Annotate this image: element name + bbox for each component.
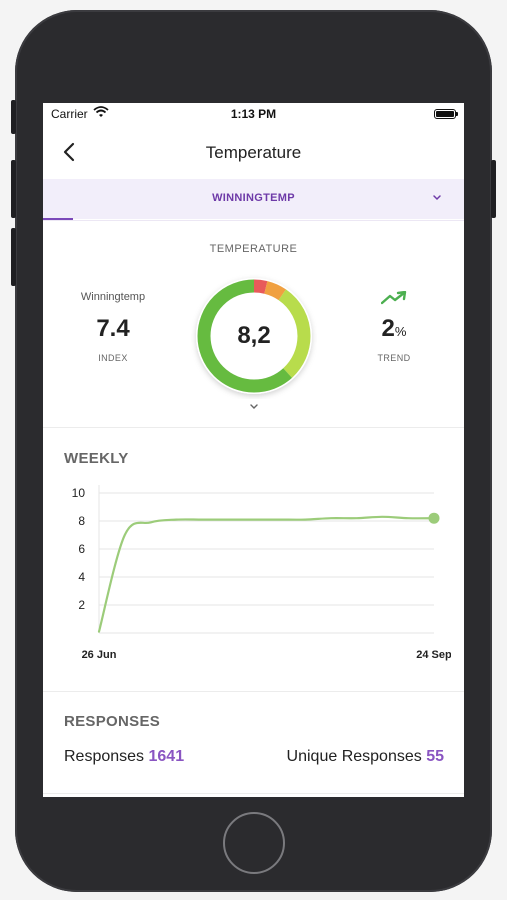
expand-chevron-icon[interactable] <box>247 402 261 412</box>
home-button[interactable] <box>223 812 285 874</box>
responses-row: Responses 1641 Unique Responses 55 <box>64 748 444 772</box>
mute-switch <box>11 100 16 134</box>
temperature-section-label: TEMPERATURE <box>209 243 298 255</box>
trend-label-bottom: TREND <box>377 353 411 363</box>
tab-divider <box>43 220 464 221</box>
trend-unit: % <box>394 324 407 339</box>
navigation-bar: Temperature <box>43 125 464 179</box>
responses-title: RESPONSES <box>64 713 161 730</box>
index-value: 7.4 <box>96 315 130 342</box>
battery-icon <box>434 109 458 119</box>
index-label-top: Winningtemp <box>80 291 146 303</box>
y-tick-label: 6 <box>78 542 85 556</box>
y-tick-label: 2 <box>78 598 85 612</box>
trend-up-icon <box>381 291 407 305</box>
temperature-gauge <box>196 278 312 394</box>
x-tick-label: 26 Jun <box>82 649 117 661</box>
gauge-value: 8,2 <box>237 322 271 349</box>
power-button <box>491 160 496 218</box>
chevron-down-icon[interactable] <box>430 191 444 205</box>
status-bar: Carrier 1:13 PM <box>43 103 464 125</box>
responses-count: Responses 1641 <box>64 748 184 766</box>
tab-indicator <box>43 218 73 220</box>
unique-responses-label: Unique Responses <box>286 748 422 765</box>
group-selector[interactable]: WINNINGTEMP <box>43 179 464 219</box>
section-divider <box>43 691 464 692</box>
unique-responses-value: 55 <box>426 748 444 765</box>
gauge-background <box>196 278 312 394</box>
responses-value: 1641 <box>148 748 185 765</box>
carrier-label: Carrier <box>51 107 88 121</box>
x-tick-label: 24 Sep <box>416 649 451 661</box>
y-tick-label: 4 <box>78 570 85 584</box>
volume-down-button <box>11 228 16 286</box>
trend-value-wrapper: 2% <box>334 315 454 343</box>
weekly-series-line <box>97 515 436 633</box>
trend-stat: 2% TREND <box>334 291 454 363</box>
volume-up-button <box>11 160 16 218</box>
group-selector-label: WINNINGTEMP <box>212 192 295 204</box>
index-stat: Winningtemp 7.4 INDEX <box>53 291 173 363</box>
section-divider <box>43 427 464 428</box>
latest-point <box>428 512 440 524</box>
unique-responses-count: Unique Responses 55 <box>287 748 444 766</box>
y-tick-label: 10 <box>72 486 86 500</box>
chevron-left-icon[interactable] <box>59 141 81 163</box>
section-divider <box>43 793 464 794</box>
weekly-chart: 2 4 6 8 10 26 Jun 24 Sep <box>72 485 451 661</box>
page-title: Temperature <box>205 143 302 162</box>
index-label-bottom: INDEX <box>98 353 128 363</box>
trend-value: 2 <box>381 315 395 342</box>
responses-label: Responses <box>64 748 145 765</box>
gauge-segment-lime <box>197 279 311 393</box>
app-screen: Carrier 1:13 PM Temperature WINNINGTEMP … <box>43 103 464 797</box>
weekly-title: WEEKLY <box>64 450 129 467</box>
wifi-icon <box>93 106 109 117</box>
gauge-segment-green <box>197 279 311 393</box>
y-tick-label: 8 <box>78 514 85 528</box>
clock: 1:13 PM <box>230 107 277 121</box>
